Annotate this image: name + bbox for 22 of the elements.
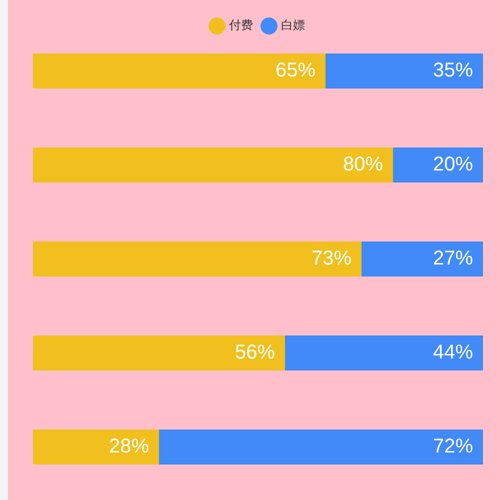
data-label: 27% <box>432 248 474 270</box>
bar <box>393 148 483 182</box>
data-label: 72% <box>432 436 474 458</box>
legend-label: 白嫖 <box>281 18 305 32</box>
data-label: 44% <box>432 342 474 364</box>
bar <box>33 430 159 464</box>
data-label: 73% <box>311 248 352 270</box>
legend-label: 付费 <box>228 18 253 32</box>
bar <box>33 242 362 276</box>
bar <box>285 336 483 370</box>
data-label: 28% <box>108 436 150 458</box>
bar <box>33 54 326 88</box>
data-label: 20% <box>432 154 474 176</box>
data-label: 80% <box>342 154 384 176</box>
bar <box>362 242 483 276</box>
data-label: 65% <box>275 60 316 82</box>
bar <box>159 430 483 464</box>
data-label: 35% <box>432 60 474 82</box>
data-label: 56% <box>234 342 276 364</box>
bar <box>33 336 285 370</box>
bar <box>33 148 393 182</box>
bar <box>326 54 483 88</box>
